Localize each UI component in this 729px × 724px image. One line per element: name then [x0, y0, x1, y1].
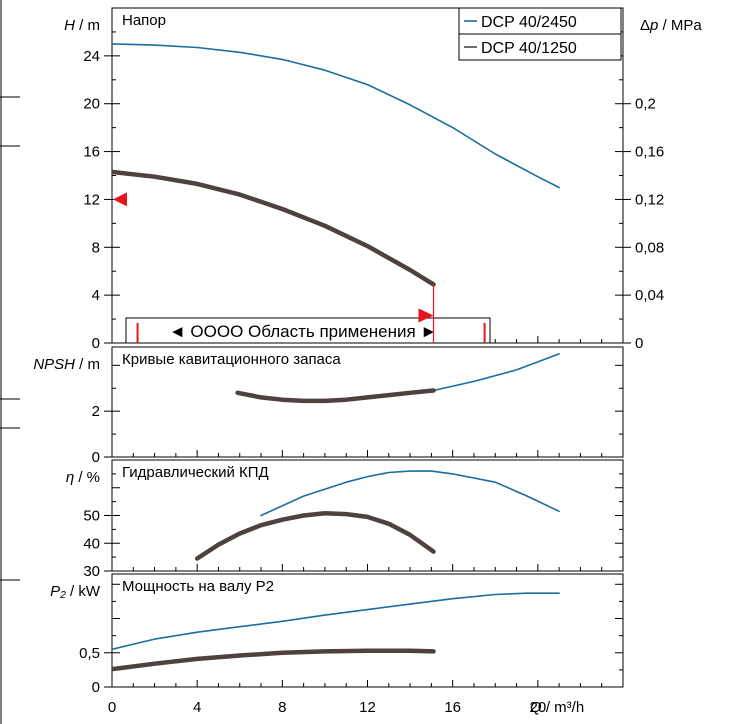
panel-efficiency: 30 40 50 Гидравлический КПД η / % [66, 459, 624, 580]
legend-entry: DCP 40/2450 [481, 14, 577, 31]
y-axis-label: NPSH / m [33, 356, 100, 373]
range-label: ◄ OOOO Область применения ► [169, 322, 437, 341]
y-tick-label: 4 [92, 287, 100, 304]
x-tick-label: 4 [193, 699, 201, 716]
x-tick-label: 20 [529, 699, 546, 716]
right-tick-label: 0,08 [635, 239, 664, 256]
duty-marker-left [113, 192, 127, 207]
x-axis-label: Q / m³/h [530, 699, 584, 716]
y-tick-label: 50 [83, 508, 100, 525]
series-line-dcp-40-2450 [112, 592, 560, 651]
y-tick-label: 40 [83, 535, 100, 552]
right-tick-label: 0,12 [635, 191, 664, 208]
y-tick-label: 0,5 [79, 645, 100, 662]
x-tick-label: 16 [444, 699, 461, 716]
right-tick-label: 0,04 [635, 287, 664, 304]
right-tick-label: 0,16 [635, 144, 664, 161]
y-tick-label: 16 [83, 144, 100, 161]
y-tick-label: 0 [92, 679, 100, 696]
panel-head: 0 4 8 12 16 20 24 Напор H / m 0 0,04 0,08 0,12 0,16 0,… [64, 7, 702, 352]
x-tick-label: 0 [108, 699, 116, 716]
right-tick-label: 0,2 [635, 96, 656, 113]
series-line-dcp-40-1250 [112, 169, 436, 287]
y-tick-label: 0 [92, 449, 100, 466]
range-box [125, 317, 491, 344]
y-tick-label: 0 [92, 335, 100, 352]
y-tick-label: 30 [83, 563, 100, 580]
right-tick-label: 0 [635, 335, 643, 352]
y-axis-label: H / m [64, 17, 100, 34]
y-tick-label: 24 [83, 48, 100, 65]
y-axis-label: η / % [66, 469, 100, 486]
duty-marker-right [418, 308, 434, 323]
y-tick-label: 8 [92, 239, 100, 256]
series-line-dcp-40-1250 [112, 648, 436, 672]
series-line-dcp-40-1250 [235, 388, 436, 404]
y-tick-label: 12 [83, 191, 100, 208]
panel-title: Напор [122, 12, 166, 29]
y-tick-label: 2 [92, 403, 100, 420]
series-line-dcp-40-2450 [432, 353, 560, 392]
series-line-dcp-40-2450 [112, 43, 560, 189]
x-tick-label: 8 [278, 699, 286, 716]
panel-title: Кривые кавитационного запаса [122, 351, 341, 368]
panel-npsh: 0 2 Кривые кавитационного запаса NPSH / m [33, 346, 624, 466]
panel-power: 0 0,5 Мощность на валу P2 P₂ / kW 0 4 8 12 16 20Q… [50, 573, 624, 716]
y-tick-label: 20 [83, 96, 100, 113]
legend-entry: DCP 40/1250 [481, 40, 577, 57]
panel-title: Гидравлический КПД [122, 464, 269, 481]
y-axis-label: P₂ / kW [50, 583, 101, 600]
panel-title: Мощность на валу P2 [122, 578, 274, 595]
x-tick-label: 12 [359, 699, 376, 716]
right-axis-label: Δp / MPa [640, 17, 702, 34]
series-line-dcp-40-2450 [260, 470, 560, 517]
series-line-dcp-40-1250 [194, 511, 436, 561]
